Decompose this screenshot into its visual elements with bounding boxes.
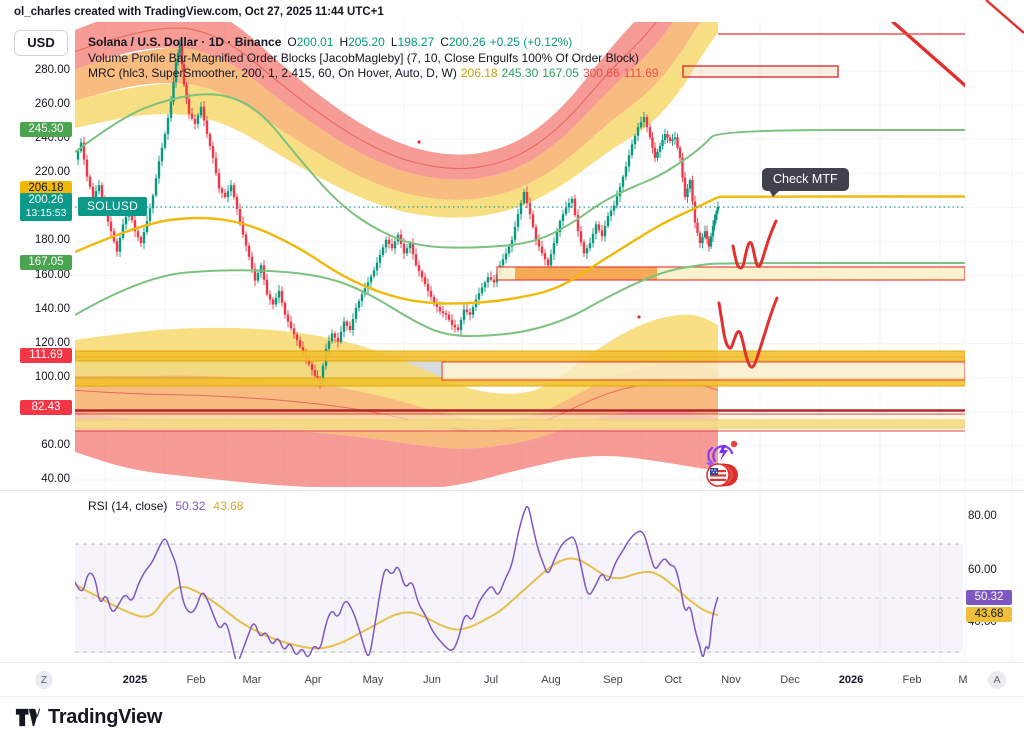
rsi-scale-label: 60.00: [968, 564, 997, 576]
price-scale-label: 60.00: [41, 439, 70, 451]
tradingview-logo-text: TradingView: [48, 706, 163, 728]
volume-profile-indicator-title: Volume Profile Bar-Magnified Order Block…: [88, 50, 639, 65]
ohlc-high-label: H: [339, 35, 349, 49]
rsi-legend-row[interactable]: RSI (14, close) 50.32 43.68: [88, 499, 243, 513]
flash-swap-sticker-icon: [705, 439, 739, 474]
check-mtf-tooltip: Check MTF: [762, 168, 849, 197]
time-axis-label[interactable]: 2026: [838, 674, 864, 686]
rsi-ma-value: 43.68: [213, 499, 244, 513]
change-value: +0.25 (+0.12%): [489, 35, 573, 49]
rsi-value: 50.32: [175, 499, 206, 513]
tradingview-logo-icon: [15, 708, 41, 727]
usd-coin-sticker-icon: [704, 462, 740, 495]
ohlc-high-value: 205.20: [348, 35, 385, 49]
bottom-separator: [0, 696, 1024, 697]
price-level-badge: 111.69: [20, 348, 72, 363]
price-level-badge: 200.26 13:15:53: [20, 193, 72, 221]
symbol-title: Solana / U.S. Dollar · 1D · Binance: [88, 35, 282, 49]
price-scale-label: 40.00: [41, 473, 70, 485]
price-scale-label: 120.00: [34, 337, 70, 349]
price-scale-label: 160.00: [34, 269, 70, 281]
legend-volume-profile-row[interactable]: Volume Profile Bar-Magnified Order Block…: [88, 51, 659, 67]
ohlc-low-value: 198.27: [397, 35, 435, 49]
price-scale-label: 220.00: [34, 166, 70, 178]
ohlc-close-label: C: [440, 35, 449, 49]
time-axis-label[interactable]: Feb: [902, 674, 922, 686]
legend-mrc-row[interactable]: MRC (hlc3, SuperSmoother, 200, 1, 2.415,…: [88, 66, 659, 82]
time-axis-label[interactable]: Mar: [242, 674, 262, 686]
rsi-value-badge: 50.32: [966, 590, 1012, 605]
price-level-badge: 245.30: [20, 122, 72, 137]
time-axis-label[interactable]: Aug: [541, 674, 561, 686]
price-level-badge: 167.05: [20, 255, 72, 270]
price-scale-label: 100.00: [34, 371, 70, 383]
time-axis-label[interactable]: Dec: [780, 674, 800, 686]
time-axis-label[interactable]: M: [958, 674, 968, 686]
time-axis-label[interactable]: Apr: [304, 674, 322, 686]
symbol-price-tag: SOLUSD: [78, 197, 148, 216]
price-level-badge: 206.18: [20, 181, 72, 196]
legend-symbol-row[interactable]: Solana / U.S. Dollar · 1D · Binance O200.…: [88, 35, 659, 51]
time-axis-label[interactable]: Nov: [721, 674, 741, 686]
ohlc-open-value: 200.01: [296, 35, 334, 49]
time-axis-button-a[interactable]: A: [988, 671, 1006, 689]
time-axis-label[interactable]: May: [362, 674, 384, 686]
ohlc-open-label: O: [287, 35, 297, 49]
price-scale-label: 140.00: [34, 303, 70, 315]
watermark: ol_charles created with TradingView.com,…: [14, 6, 384, 18]
mrc-lower2-value: 111.69: [623, 66, 659, 80]
mrc-lower1-value: 167.05: [542, 66, 579, 80]
chart-legend: Solana / U.S. Dollar · 1D · Binance O200.…: [88, 35, 659, 82]
time-axis-separator: [0, 662, 1024, 663]
mrc-upper1-value: 245.30: [501, 66, 539, 80]
rsi-value-badge: 43.68: [966, 607, 1012, 622]
ohlc-close-value: 200.26: [448, 35, 486, 49]
time-axis-label[interactable]: Feb: [186, 674, 206, 686]
mrc-center-value: 206.18: [460, 66, 498, 80]
mrc-upper2-value: 300.66: [582, 66, 620, 80]
currency-toggle-button[interactable]: USD: [14, 30, 68, 56]
time-axis-label[interactable]: 2025: [122, 674, 148, 686]
time-axis-label[interactable]: Jul: [483, 674, 499, 686]
rsi-indicator-title: RSI (14, close): [88, 499, 168, 513]
price-scale-label: 260.00: [34, 98, 70, 110]
mrc-indicator-title: MRC (hlc3, SuperSmoother, 200, 1, 2.415,…: [88, 66, 457, 80]
ohlc-low-label: L: [390, 35, 398, 49]
rsi-scale-label: 80.00: [968, 510, 997, 522]
time-axis-label[interactable]: Oct: [664, 674, 682, 686]
price-level-badge: 82.43: [20, 400, 72, 415]
tradingview-logo[interactable]: TradingView: [14, 704, 162, 731]
time-axis-label[interactable]: Sep: [603, 674, 623, 686]
time-axis-button-z[interactable]: Z: [35, 671, 53, 689]
price-scale-label: 180.00: [34, 234, 70, 246]
time-axis-label[interactable]: Jun: [423, 674, 441, 686]
panel-separator[interactable]: [0, 490, 1024, 491]
price-scale-label: 280.00: [34, 64, 70, 76]
